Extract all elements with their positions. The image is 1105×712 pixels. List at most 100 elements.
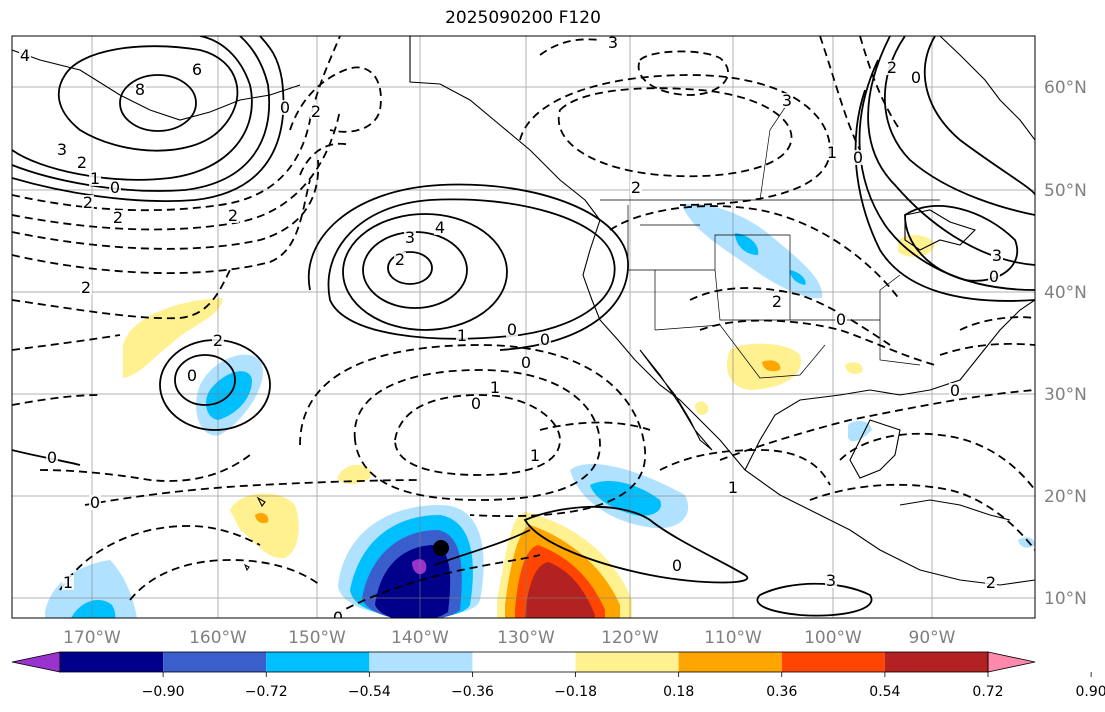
contour-label: 1	[62, 573, 74, 592]
colorbar-segment	[266, 652, 370, 672]
longitude-label: 120°W	[601, 628, 659, 648]
contour-label: 6	[191, 60, 203, 79]
contour-label: 1	[826, 143, 838, 162]
contour-label-text: 0	[853, 148, 863, 167]
colorbar-segment	[472, 652, 576, 672]
colorbar-tick-label: −0.54	[348, 684, 391, 700]
colorbar-segment	[369, 652, 473, 672]
colorbar-extension-low	[11, 651, 61, 673]
contour-label-text: 0	[836, 310, 846, 329]
map-title: 2025090200 F120	[445, 8, 601, 28]
contour-label: 4	[434, 218, 446, 237]
contour-label: 3	[781, 91, 793, 110]
contour-label-text: 1	[457, 326, 467, 345]
contour-label-text: 0	[333, 608, 343, 627]
contour-label: 0	[279, 98, 291, 117]
negative-anomaly-area	[71, 600, 116, 618]
contour-label-text: 2	[311, 102, 321, 121]
colorbar-outline	[59, 651, 989, 673]
longitude-label: 150°W	[288, 628, 346, 648]
contour-label-text: 2	[213, 331, 223, 350]
contour-label-text: 6	[192, 60, 202, 79]
colorbar-tick-labels: −0.90 −0.72 −0.54 −0.36 −0.18 0.18 0.36 0.54 0.7…	[142, 672, 1105, 700]
contour-label: 2	[212, 331, 224, 350]
contour-label: 2	[80, 278, 92, 297]
latitude-label: 30°N	[1044, 385, 1087, 405]
colorbar-segment	[781, 652, 885, 672]
contour-label-text: 0	[540, 330, 550, 349]
contour-label-text: 1	[728, 478, 738, 497]
contour-label: 2	[771, 292, 783, 311]
contour-label: 3	[404, 228, 416, 247]
positive-anomaly-area	[255, 512, 269, 524]
colorbar-tick-label: 0.72	[972, 684, 1003, 700]
colorbar-segment	[575, 652, 679, 672]
contour-label: 0	[671, 556, 683, 575]
contour-label: 2	[394, 250, 406, 269]
contour-label: 0	[539, 330, 551, 349]
contour-label-text: 0	[672, 556, 682, 575]
negative-anomaly-area	[45, 560, 137, 618]
storm-center-marker	[433, 540, 449, 556]
contour-label: 0	[520, 353, 532, 372]
latitude-labels: 60°N 50°N 40°N 30°N 20°N 10°N	[1044, 78, 1087, 609]
longitude-labels: 170°W 160°W 150°W 140°W 130°W 120°W 110°W 100°W…	[63, 628, 956, 648]
contour-label: 2	[630, 178, 642, 197]
contour-label-text: 0	[90, 493, 100, 512]
colorbar-tick-label: 0.18	[663, 684, 694, 700]
contour-label: 4	[19, 46, 31, 65]
latitude-label: 10°N	[1044, 589, 1087, 609]
contour-label: 2	[310, 102, 322, 121]
contour-label-text: 0	[187, 366, 197, 385]
colorbar-segment	[60, 652, 164, 672]
colorbar-tick-label: −0.36	[451, 684, 494, 700]
contour-label: 3	[825, 571, 837, 590]
colorbar-tick-label: 0.54	[869, 684, 900, 700]
contour-label-text: 2	[83, 193, 93, 212]
negative-anomaly-area	[735, 233, 759, 255]
contour-label: 0	[988, 267, 1000, 286]
positive-anomaly-area	[695, 401, 709, 415]
contour-label-text: 2	[77, 153, 87, 172]
latitude-label: 40°N	[1044, 283, 1087, 303]
contour-label: 3	[991, 246, 1003, 265]
contour-label-text: 4	[20, 46, 30, 65]
longitude-label: 160°W	[189, 628, 247, 648]
contour-label: 0	[109, 178, 121, 197]
colorbar-segment	[163, 652, 267, 672]
map-frame	[11, 35, 1036, 619]
contour-label-text: 1	[63, 573, 73, 592]
longitude-label: 170°W	[63, 628, 121, 648]
contour-label: 2	[985, 573, 997, 592]
contour-label: 3	[56, 140, 68, 159]
negative-anomaly-area	[848, 420, 872, 442]
contour-label-text: 0	[110, 178, 120, 197]
positive-anomaly-area	[525, 562, 595, 618]
height-anomaly-contours	[12, 36, 1035, 617]
contour-label-text: 0	[989, 267, 999, 286]
contour-label-text: 1	[530, 446, 540, 465]
contour-label-text: 2	[81, 278, 91, 297]
positive-anomaly-area	[337, 464, 372, 485]
positive-anomaly-area	[845, 362, 863, 374]
contour-label: 1	[89, 169, 101, 188]
colorbar-segment	[884, 652, 988, 672]
contour-label-text: 1	[90, 169, 100, 188]
contour-label: 0	[470, 394, 482, 413]
contour-label: 2	[227, 206, 239, 225]
contour-label-text: 4	[435, 218, 445, 237]
contour-label: 0	[46, 448, 58, 467]
positive-anomaly-area	[762, 360, 781, 372]
longitude-label: 140°W	[391, 628, 449, 648]
contour-label: 2	[112, 208, 124, 227]
contour-label-text: 2	[395, 250, 405, 269]
contour-label-text: 2	[772, 292, 782, 311]
contour-label-text: 3	[608, 33, 618, 52]
contour-label: 0	[89, 493, 101, 512]
contour-label: 3	[607, 33, 619, 52]
contour-label-text: 8	[135, 80, 145, 99]
contour-label-text: 3	[782, 91, 792, 110]
colorbar-tick-label: 0.36	[766, 684, 797, 700]
